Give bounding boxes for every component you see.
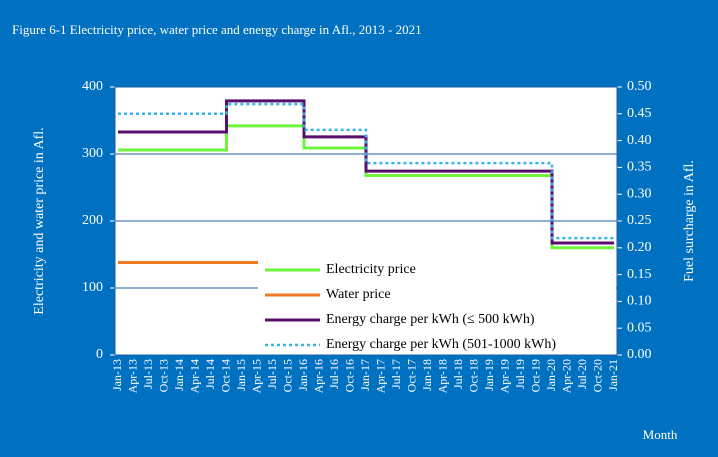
y2-tick-label: 0.25	[627, 213, 652, 228]
x-tick-label: Jul-18	[451, 359, 465, 389]
x-tick-label: Oct-15	[280, 359, 294, 392]
y2-tick-label: 0.20	[627, 240, 652, 255]
y2-tick-label: 0.30	[627, 186, 652, 201]
legend-label: Electricity price	[326, 262, 416, 277]
x-tick-label: Jan-17	[358, 359, 372, 391]
legend-box	[258, 261, 616, 354]
y2-tick-label: 0.10	[627, 294, 652, 309]
chart-title: Figure 6-1 Electricity price, water pric…	[12, 22, 422, 37]
legend-label: Energy charge per kWh (≤ 500 kWh)	[326, 312, 535, 327]
x-tick-label: Apr-17	[373, 359, 387, 393]
x-tick-label: Oct-19	[528, 359, 542, 392]
legend-label: Water price	[326, 287, 391, 302]
y-tick-label: 200	[82, 213, 103, 228]
x-tick-label: Jan-14	[172, 359, 186, 391]
x-tick-label: Oct-20	[590, 359, 604, 392]
x-tick-label: Apr-16	[311, 359, 325, 393]
x-tick-label: Jul-14	[203, 359, 217, 389]
x-tick-label: Jul-19	[513, 359, 527, 389]
x-tick-label: Oct-18	[466, 359, 480, 392]
x-tick-label: Oct-14	[218, 359, 232, 392]
legend-label: Energy charge per kWh (501-1000 kWh)	[326, 337, 556, 352]
y-tick-label: 100	[82, 280, 103, 295]
x-tick-label: Apr-20	[559, 359, 573, 393]
y2-tick-label: 0.15	[627, 267, 652, 282]
y-axis-title: Electricity and water price in Afl.	[32, 127, 47, 314]
x-tick-label: Oct-17	[404, 359, 418, 392]
y2-tick-label: 0.50	[627, 79, 652, 94]
y2-tick-label: 0.35	[627, 160, 652, 175]
y-tick-label: 400	[82, 79, 103, 94]
x-tick-label: Oct-16	[342, 359, 356, 392]
plot-border	[114, 86, 618, 356]
y2-tick-label: 0.45	[627, 106, 652, 121]
y2-tick-label: 0.00	[627, 347, 652, 362]
x-tick-label: Apr-15	[249, 359, 263, 393]
x-tick-label: Jul-13	[141, 359, 155, 389]
x-tick-label: Jul-16	[327, 359, 341, 389]
x-tick-label: Jan-16	[296, 359, 310, 391]
x-tick-label: Jan-21	[606, 359, 620, 391]
y2-tick-label: 0.05	[627, 320, 652, 335]
x-tick-label: Oct-13	[156, 359, 170, 392]
x-tick-label: Jan-13	[110, 359, 124, 391]
x-axis-title: Month	[643, 427, 678, 442]
line-series	[118, 102, 614, 240]
x-tick-label: Apr-19	[497, 359, 511, 393]
x-tick-label: Jan-15	[234, 359, 248, 391]
x-tick-label: Apr-18	[435, 359, 449, 393]
x-tick-label: Jul-20	[575, 359, 589, 389]
x-tick-label: Jan-18	[420, 359, 434, 391]
y2-tick-label: 0.40	[627, 133, 652, 148]
x-tick-label: Jan-19	[482, 359, 496, 391]
y-tick-label: 0	[96, 347, 103, 362]
x-tick-label: Jul-15	[265, 359, 279, 389]
y-tick-label: 300	[82, 146, 103, 161]
y2-axis-title: Fuel surcharge in Afl.	[682, 160, 697, 282]
x-tick-label: Apr-14	[187, 359, 201, 393]
x-tick-label: Apr-13	[125, 359, 139, 393]
x-tick-label: Jul-17	[389, 359, 403, 389]
x-tick-label: Jan-20	[544, 359, 558, 391]
